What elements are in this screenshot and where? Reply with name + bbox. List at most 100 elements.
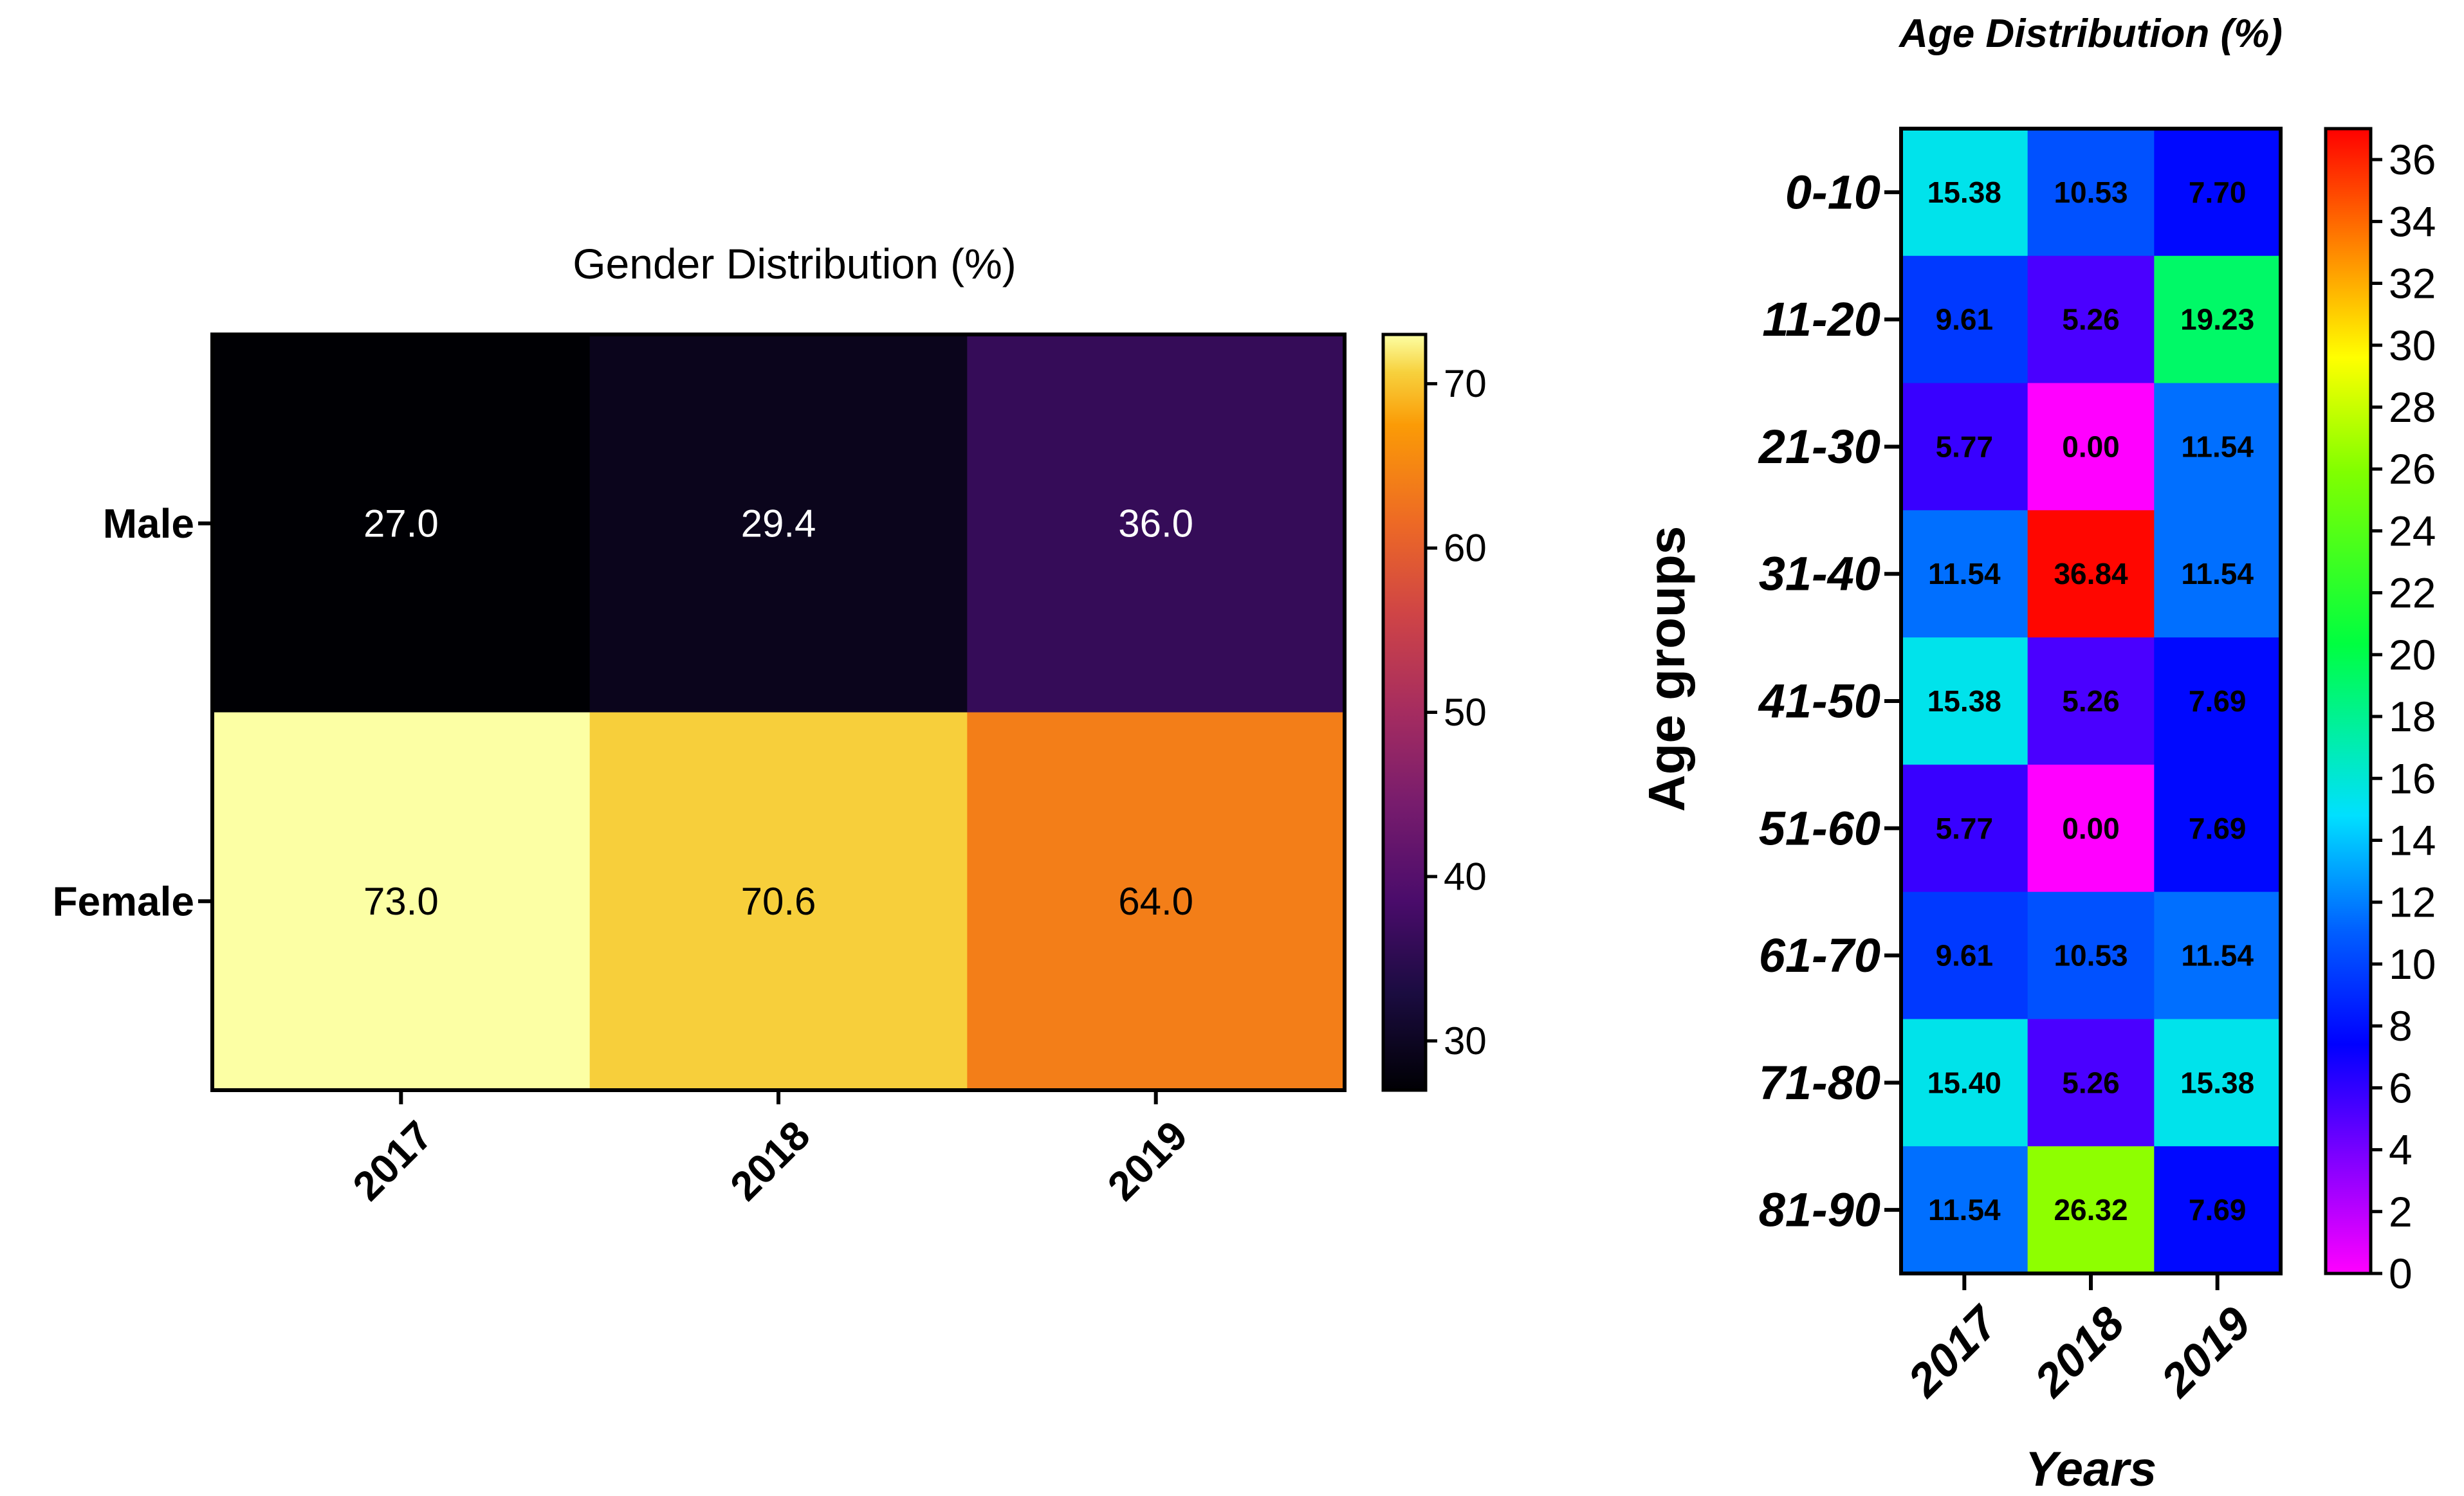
heatmap-cell <box>212 712 591 1091</box>
cell-value-label: 73.0 <box>363 880 439 923</box>
colorbar-tick-label: 6 <box>2389 1064 2413 1111</box>
age-chart-title: Age Distribution (%) <box>1898 12 2283 56</box>
heatmap-cell <box>1901 637 2028 765</box>
colorbar-tick-label: 4 <box>2389 1126 2413 1174</box>
cell-value-label: 27.0 <box>363 502 439 545</box>
cell-value-label: 29.4 <box>741 502 816 545</box>
age-colorbar <box>2324 127 2373 1275</box>
cell-value-label: 10.53 <box>2054 939 2128 972</box>
heatmap-cell <box>2027 255 2155 384</box>
row-label: Male <box>103 500 194 547</box>
row-label: 11-20 <box>1762 293 1880 346</box>
colorbar-tick-label: 0 <box>2389 1250 2413 1297</box>
row-label: 61-70 <box>1759 929 1880 982</box>
heatmap-cell <box>2154 891 2281 1019</box>
cell-value-label: 5.26 <box>2062 1066 2120 1099</box>
colorbar-tick-label: 22 <box>2389 569 2436 617</box>
heatmap-cell <box>2154 255 2281 384</box>
heatmap-cell <box>2027 891 2155 1019</box>
gender-heatmap: Gender Distribution (%) 27.0 29.4 36.0 73.0… <box>52 240 1486 1209</box>
heatmap-cell <box>2154 129 2281 257</box>
colorbar-tick-label: 18 <box>2389 693 2436 740</box>
heatmap-cell <box>2027 510 2155 638</box>
cell-value-label: 7.69 <box>2189 812 2247 845</box>
heatmap-cell <box>1901 129 2028 257</box>
cell-value-label: 15.38 <box>2180 1066 2254 1099</box>
cell-value-label: 15.38 <box>1927 176 2001 209</box>
cell-value-label: 0.00 <box>2062 430 2120 463</box>
cell-value-label: 11.54 <box>2181 430 2254 463</box>
heatmap-cell <box>1901 1146 2028 1274</box>
heatmap-cell <box>2027 1019 2155 1147</box>
cell-value-label: 36.0 <box>1118 502 1193 545</box>
colorbar-tick-label: 60 <box>1444 527 1487 570</box>
heatmap-cell <box>2027 764 2155 893</box>
cell-value-label: 11.54 <box>2181 939 2254 972</box>
cell-value-label: 64.0 <box>1118 880 1193 923</box>
heatmap-cell <box>2154 764 2281 893</box>
row-label: Female <box>52 878 194 924</box>
row-label: 0-10 <box>1785 165 1880 219</box>
column-label: 2018 <box>2024 1297 2134 1407</box>
cell-value-label: 15.38 <box>1927 684 2001 718</box>
heatmap-cell <box>2154 637 2281 765</box>
cell-value-label: 9.61 <box>1936 303 1994 336</box>
heatmap-cell <box>589 334 968 713</box>
cell-value-label: 70.6 <box>741 880 816 923</box>
colorbar-tick-label: 12 <box>2389 879 2436 926</box>
cell-value-label: 0.00 <box>2062 812 2120 845</box>
column-label: 2017 <box>1898 1296 2009 1407</box>
cell-value-label: 11.54 <box>2181 557 2254 590</box>
cell-value-label: 10.53 <box>2054 176 2128 209</box>
heatmap-cell <box>1901 383 2028 511</box>
colorbar-tick-label: 10 <box>2389 940 2436 988</box>
heatmap-cell <box>2027 1146 2155 1274</box>
heatmap-cell <box>2027 637 2155 765</box>
cell-value-label: 5.77 <box>1936 430 1994 463</box>
heatmap-cell <box>2027 383 2155 511</box>
cell-value-label: 36.84 <box>2054 557 2128 590</box>
gender-chart-title: Gender Distribution (%) <box>573 240 1016 287</box>
row-label: 21-30 <box>1758 420 1880 473</box>
colorbar-tick-label: 40 <box>1444 855 1487 898</box>
colorbar-tick-label: 30 <box>2389 322 2436 369</box>
heatmap-cell <box>212 334 591 713</box>
colorbar-tick-label: 14 <box>2389 816 2436 864</box>
heatmap-cell <box>1901 510 2028 638</box>
heatmap-cell <box>1901 255 2028 384</box>
row-label: 71-80 <box>1759 1056 1880 1109</box>
heatmap-cell <box>1901 1019 2028 1147</box>
colorbar-tick-label: 30 <box>1444 1019 1487 1063</box>
row-label: 81-90 <box>1759 1183 1880 1237</box>
cell-value-label: 15.40 <box>1927 1066 2001 1099</box>
cell-value-label: 19.23 <box>2180 303 2254 336</box>
gender-plot-frame <box>210 333 1347 1092</box>
column-label: 2019 <box>1099 1112 1197 1210</box>
colorbar-tick-label: 26 <box>2389 445 2436 493</box>
gender-colorbar <box>1381 333 1428 1092</box>
heatmap-cell <box>2154 1146 2281 1274</box>
colorbar-tick-label: 16 <box>2389 754 2436 802</box>
column-label: 2019 <box>2151 1297 2261 1407</box>
colorbar-tick-label: 2 <box>2389 1188 2413 1236</box>
colorbar-tick-label: 34 <box>2389 197 2436 245</box>
heatmap-cell <box>2154 510 2281 638</box>
cell-value-label: 5.26 <box>2062 303 2120 336</box>
colorbar-tick-label: 24 <box>2389 507 2436 554</box>
cell-value-label: 7.69 <box>2189 1193 2247 1227</box>
colorbar-tick-label: 32 <box>2389 260 2436 307</box>
heatmap-cell <box>967 334 1345 713</box>
heatmap-cell <box>589 712 968 1091</box>
age-heatmap: Age Distribution (%) Age groups Years 15… <box>1638 12 2436 1496</box>
colorbar-tick-label: 36 <box>2389 136 2436 183</box>
age-y-axis-label: Age groups <box>1638 526 1695 812</box>
heatmap-cell <box>2027 129 2155 257</box>
colorbar-tick-label: 8 <box>2389 1002 2413 1050</box>
column-label: 2017 <box>344 1112 441 1210</box>
cell-value-label: 26.32 <box>2054 1193 2128 1227</box>
heatmap-cell <box>2154 1019 2281 1147</box>
cell-value-label: 9.61 <box>1936 939 1994 972</box>
colorbar-tick-label: 28 <box>2389 383 2436 431</box>
cell-value-label: 5.26 <box>2062 684 2120 718</box>
